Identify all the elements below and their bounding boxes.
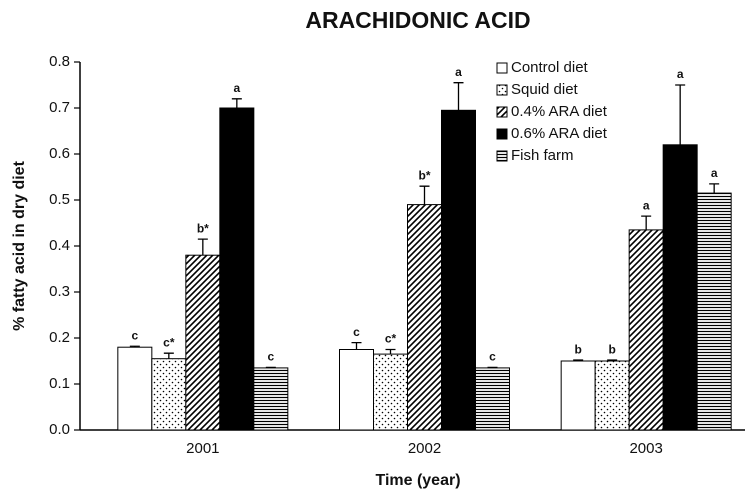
legend-swatch xyxy=(496,84,508,96)
x-tick-label: 2002 xyxy=(408,440,441,457)
bar xyxy=(185,254,221,431)
legend-label: Control diet xyxy=(511,59,589,76)
bar xyxy=(407,204,442,431)
legend-label: Fish farm xyxy=(511,147,574,164)
bar xyxy=(662,144,698,431)
bar xyxy=(441,109,476,431)
legend-swatch xyxy=(496,150,508,162)
y-tick-label: 0.4 xyxy=(49,237,70,254)
significance-letter: c* xyxy=(163,335,175,349)
legend-label: 0.4% ARA diet xyxy=(511,103,608,120)
significance-letter: c xyxy=(131,328,138,342)
bar xyxy=(628,229,664,431)
error-bar xyxy=(675,84,686,145)
error-bar xyxy=(419,185,430,205)
y-tick-label: 0.3 xyxy=(49,283,70,300)
error-bar xyxy=(197,238,208,256)
x-axis-label: Time (year) xyxy=(375,472,460,489)
error-bar xyxy=(607,359,618,361)
significance-letter: c xyxy=(267,350,274,364)
error-bar xyxy=(351,341,362,350)
error-bar xyxy=(163,352,174,359)
bar xyxy=(560,360,596,431)
y-tick-label: 0.2 xyxy=(49,329,70,346)
significance-letter: a xyxy=(643,198,650,212)
significance-letter: c xyxy=(353,325,360,339)
significance-letter: c* xyxy=(385,332,397,346)
x-tick-label: 2003 xyxy=(629,440,662,457)
significance-letter: b* xyxy=(197,221,209,235)
significance-letter: b xyxy=(608,342,615,356)
error-bar xyxy=(641,215,652,230)
bar xyxy=(339,349,374,431)
x-tick-label: 2001 xyxy=(186,440,219,457)
bar xyxy=(373,353,408,431)
y-tick-label: 0.6 xyxy=(49,145,70,162)
legend-label: 0.6% ARA diet xyxy=(511,125,608,142)
error-bar xyxy=(709,183,720,194)
significance-letter: a xyxy=(233,81,240,95)
significance-letter: a xyxy=(455,65,462,79)
bar xyxy=(594,360,630,431)
y-tick-label: 0.1 xyxy=(49,375,70,392)
y-tick-label: 0.8 xyxy=(49,53,70,70)
legend-swatch xyxy=(496,128,508,140)
significance-letter: b xyxy=(574,342,581,356)
significance-letter: c xyxy=(489,350,496,364)
bar xyxy=(696,192,732,431)
bar xyxy=(253,367,289,431)
chart-title: ARACHIDONIC ACID xyxy=(305,7,530,33)
error-bar xyxy=(231,98,242,108)
bar xyxy=(475,367,510,431)
error-bar xyxy=(129,345,140,348)
error-bar xyxy=(385,348,396,355)
error-bar xyxy=(573,359,584,361)
y-tick-label: 0.5 xyxy=(49,191,70,208)
legend-swatch xyxy=(496,106,508,118)
significance-letter: a xyxy=(677,67,684,81)
legend-label: Squid diet xyxy=(511,81,579,98)
y-tick-label: 0.7 xyxy=(49,99,70,116)
legend-swatch xyxy=(496,62,508,74)
y-axis-label: % fatty acid in dry diet xyxy=(11,160,28,330)
bar xyxy=(151,358,187,431)
significance-letter: a xyxy=(711,166,718,180)
y-tick-label: 0.0 xyxy=(49,421,70,438)
significance-letter: b* xyxy=(419,168,431,182)
bar xyxy=(219,107,255,431)
error-bar xyxy=(453,82,464,111)
bar xyxy=(117,346,153,431)
